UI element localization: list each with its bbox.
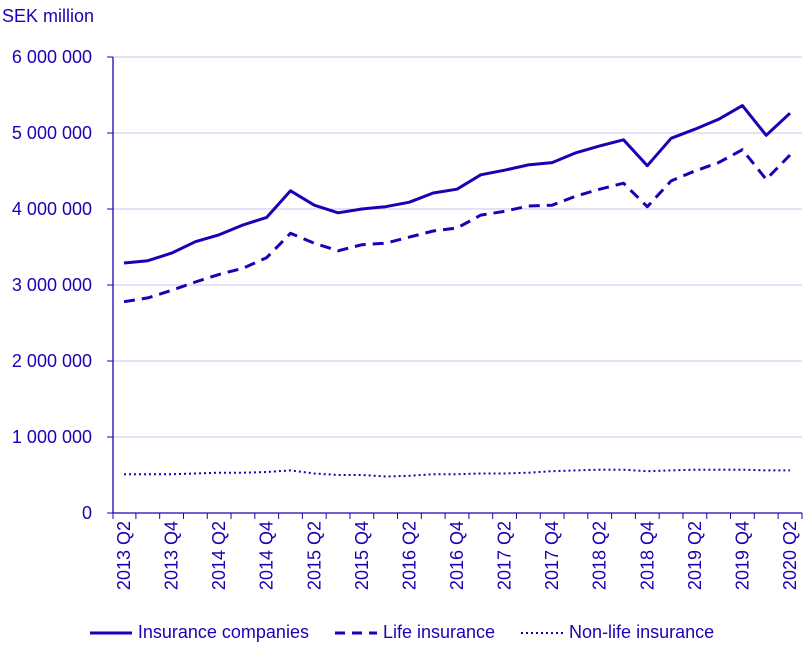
y-axis-label: SEK million [2, 6, 95, 26]
legend: Insurance companies Life insurance Non-l… [0, 622, 804, 643]
legend-label: Non-life insurance [569, 622, 715, 642]
x-tick-label: 2015 Q4 [352, 521, 372, 590]
x-tick-label: 2016 Q4 [447, 521, 467, 590]
chart-svg: 0 1 000 000 2 000 000 3 000 000 4 000 000 5 0… [12, 47, 803, 590]
legend-swatch-dashed [334, 631, 377, 634]
y-tick-label: 2 000 000 [12, 351, 92, 371]
y-tick-label: 4 000 000 [12, 199, 92, 219]
y-tick-label: 0 [82, 503, 92, 523]
legend-label: Life insurance [382, 622, 496, 642]
x-tick-label: 2013 Q2 [114, 521, 134, 590]
series-line-non-life-insurance [124, 468, 790, 478]
x-tick-label: 2018 Q4 [637, 521, 657, 590]
legend-item-life-insurance[interactable]: Life insurance [334, 622, 496, 643]
x-tick-label: 2020 Q2 [780, 521, 800, 590]
y-tick-label: 3 000 000 [12, 275, 92, 295]
x-tick-label: 2013 Q4 [162, 521, 182, 590]
y-tick-label: 1 000 000 [12, 427, 92, 447]
legend-item-insurance-companies[interactable]: Insurance companies [89, 622, 309, 643]
y-tick-label: 6 000 000 [12, 47, 92, 67]
x-tick-label: 2014 Q4 [257, 521, 277, 590]
x-tick-label: 2017 Q4 [542, 521, 562, 590]
legend-swatch-solid [89, 631, 132, 634]
x-tick-label: 2016 Q2 [399, 521, 419, 590]
series-line-insurance-companies [123, 104, 792, 265]
x-tick-label: 2017 Q2 [495, 521, 515, 590]
legend-swatch-dotted [521, 631, 564, 634]
series-line-life-insurance [123, 148, 792, 304]
x-tick-label: 2015 Q2 [304, 521, 324, 590]
x-tick-label: 2019 Q4 [732, 521, 752, 590]
legend-item-non-life-insurance[interactable]: Non-life insurance [521, 622, 714, 643]
x-tick-label: 2019 Q2 [685, 521, 705, 590]
y-tick-label: 5 000 000 [12, 123, 92, 143]
x-tick-label: 2014 Q2 [209, 521, 229, 590]
x-tick-label: 2018 Q2 [590, 521, 610, 590]
legend-label: Insurance companies [137, 622, 309, 642]
